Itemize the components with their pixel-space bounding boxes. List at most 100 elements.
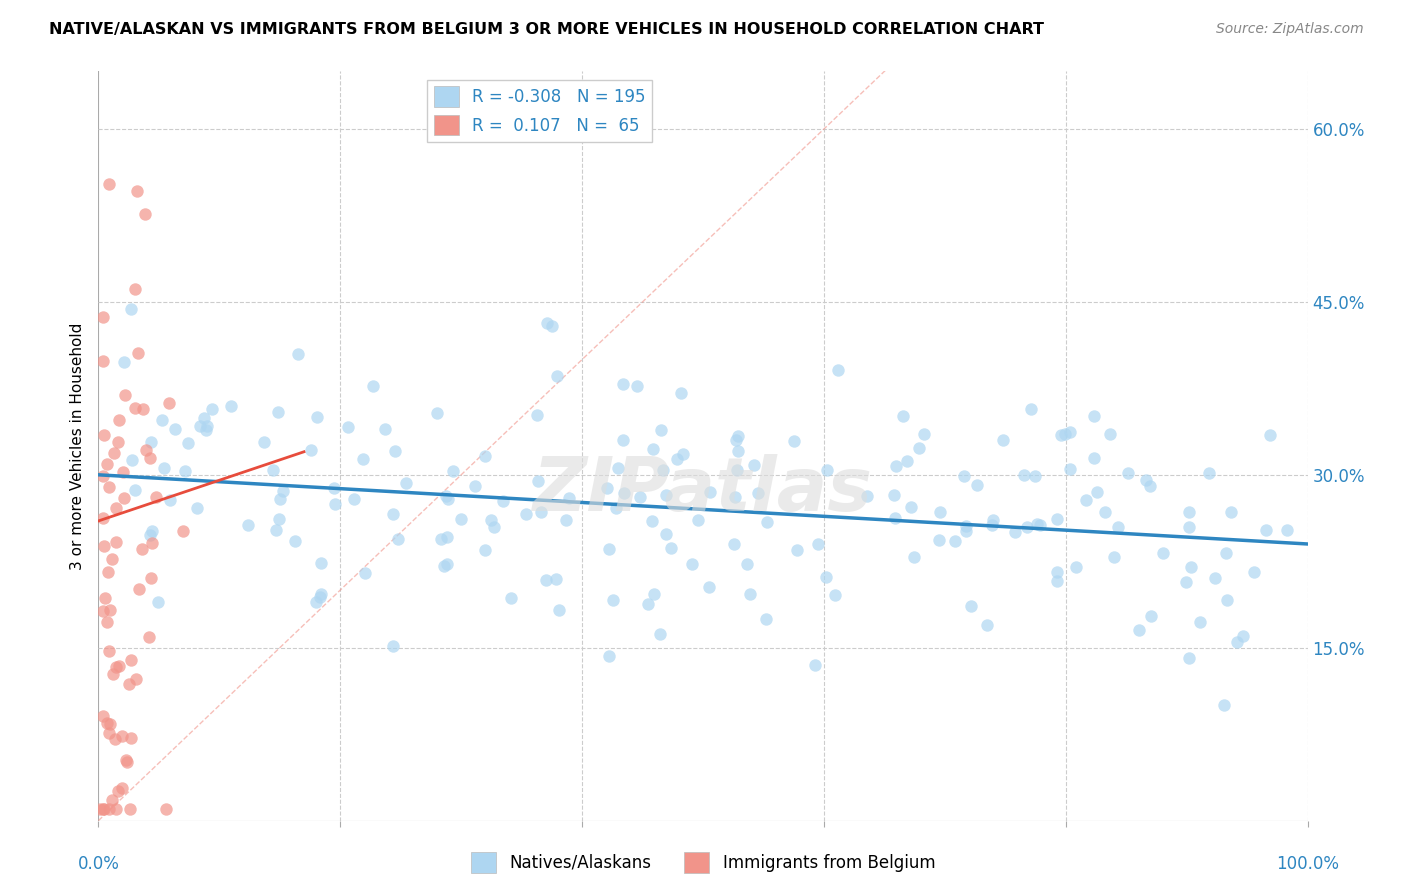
Point bbox=[783, 434, 806, 449]
Point bbox=[124, 483, 146, 497]
Point bbox=[93, 428, 115, 442]
Point bbox=[395, 476, 418, 491]
Point bbox=[271, 483, 294, 498]
Point bbox=[1178, 520, 1201, 534]
Point bbox=[112, 491, 135, 505]
Point bbox=[138, 630, 160, 644]
Point bbox=[827, 363, 849, 377]
Point bbox=[650, 423, 672, 437]
Point bbox=[159, 493, 181, 508]
Point bbox=[558, 491, 581, 506]
Point bbox=[641, 442, 664, 457]
Point bbox=[1256, 524, 1278, 538]
Point bbox=[323, 481, 346, 495]
Point bbox=[1258, 428, 1281, 442]
Point bbox=[1198, 466, 1220, 480]
Point bbox=[148, 595, 170, 609]
Point bbox=[96, 715, 118, 730]
Point bbox=[188, 419, 211, 434]
Point bbox=[991, 434, 1014, 448]
Point bbox=[120, 301, 142, 316]
Point bbox=[174, 464, 197, 478]
Point bbox=[91, 604, 114, 618]
Point bbox=[287, 347, 309, 361]
Point bbox=[526, 408, 548, 422]
Point bbox=[1046, 511, 1069, 525]
Point bbox=[464, 479, 486, 493]
Point bbox=[697, 580, 720, 594]
Point bbox=[727, 428, 749, 442]
Legend: R = -0.308   N = 195, R =  0.107   N =  65: R = -0.308 N = 195, R = 0.107 N = 65 bbox=[427, 79, 652, 142]
Point bbox=[150, 413, 173, 427]
Point bbox=[1243, 565, 1265, 579]
Point bbox=[115, 755, 138, 769]
Point bbox=[97, 565, 120, 579]
Point bbox=[426, 406, 449, 420]
Point bbox=[955, 519, 977, 533]
Point bbox=[654, 487, 676, 501]
Point bbox=[727, 444, 749, 458]
Point bbox=[436, 530, 458, 544]
Point bbox=[135, 442, 157, 457]
Text: NATIVE/ALASKAN VS IMMIGRANTS FROM BELGIUM 3 OR MORE VEHICLES IN HOUSEHOLD CORREL: NATIVE/ALASKAN VS IMMIGRANTS FROM BELGIU… bbox=[49, 22, 1045, 37]
Point bbox=[436, 558, 458, 572]
Point bbox=[756, 516, 779, 530]
Point bbox=[374, 422, 396, 436]
Point bbox=[1220, 505, 1243, 519]
Text: 0.0%: 0.0% bbox=[77, 855, 120, 873]
Point bbox=[1085, 485, 1108, 500]
Point bbox=[1139, 479, 1161, 493]
Point bbox=[165, 422, 187, 436]
Point bbox=[353, 566, 375, 581]
Point bbox=[120, 731, 142, 746]
Point bbox=[1107, 520, 1129, 534]
Point bbox=[928, 505, 950, 519]
Point bbox=[1094, 505, 1116, 519]
Point bbox=[596, 481, 619, 495]
Point bbox=[1004, 524, 1026, 539]
Point bbox=[433, 558, 456, 573]
Point bbox=[93, 802, 115, 816]
Point bbox=[630, 490, 652, 504]
Point bbox=[172, 524, 194, 538]
Point bbox=[141, 535, 163, 549]
Point bbox=[1178, 505, 1201, 519]
Point bbox=[108, 413, 131, 427]
Point bbox=[605, 501, 627, 516]
Point bbox=[1059, 425, 1081, 439]
Point bbox=[1152, 546, 1174, 560]
Point bbox=[900, 500, 922, 514]
Point bbox=[1215, 546, 1237, 560]
Point bbox=[352, 452, 374, 467]
Point bbox=[114, 388, 136, 402]
Point bbox=[655, 527, 678, 541]
Point bbox=[903, 549, 925, 564]
Point bbox=[536, 316, 558, 330]
Point bbox=[953, 469, 976, 483]
Point bbox=[134, 207, 156, 221]
Point bbox=[738, 587, 761, 601]
Point bbox=[960, 599, 983, 613]
Point bbox=[643, 587, 665, 601]
Point bbox=[124, 401, 146, 416]
Point bbox=[1029, 517, 1052, 532]
Point bbox=[1046, 574, 1069, 588]
Point bbox=[100, 793, 122, 807]
Point bbox=[107, 435, 129, 450]
Point bbox=[104, 802, 127, 816]
Point bbox=[650, 627, 672, 641]
Point bbox=[626, 379, 648, 393]
Point bbox=[1128, 623, 1150, 637]
Point bbox=[651, 463, 673, 477]
Point bbox=[755, 612, 778, 626]
Point bbox=[305, 595, 328, 609]
Point bbox=[195, 418, 218, 433]
Point bbox=[815, 463, 838, 477]
Point bbox=[665, 452, 688, 467]
Point bbox=[104, 535, 127, 549]
Point bbox=[434, 490, 457, 504]
Point bbox=[530, 506, 553, 520]
Point bbox=[155, 802, 177, 816]
Point bbox=[125, 184, 148, 198]
Point bbox=[91, 310, 114, 324]
